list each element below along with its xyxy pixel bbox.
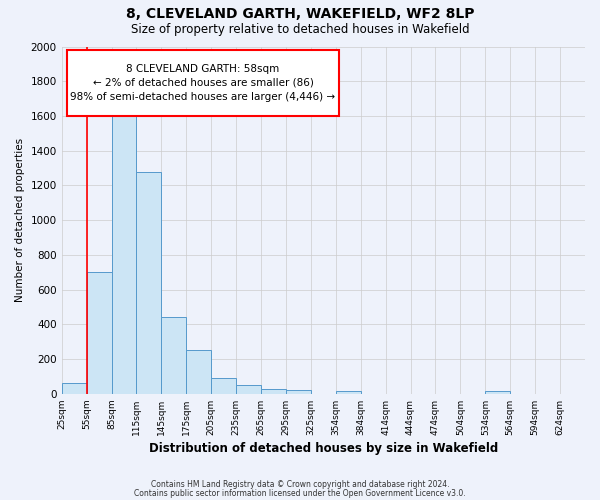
Bar: [485, 391, 510, 394]
FancyBboxPatch shape: [67, 50, 339, 116]
Bar: [211, 378, 236, 394]
Text: 8 CLEVELAND GARTH: 58sqm
← 2% of detached houses are smaller (86)
98% of semi-de: 8 CLEVELAND GARTH: 58sqm ← 2% of detache…: [70, 64, 335, 102]
Y-axis label: Number of detached properties: Number of detached properties: [15, 138, 25, 302]
Bar: [261, 388, 286, 394]
Bar: [86, 272, 112, 394]
Bar: [236, 385, 261, 394]
Text: Contains public sector information licensed under the Open Government Licence v3: Contains public sector information licen…: [134, 488, 466, 498]
Bar: [186, 350, 211, 394]
Bar: [286, 390, 311, 394]
Text: 8, CLEVELAND GARTH, WAKEFIELD, WF2 8LP: 8, CLEVELAND GARTH, WAKEFIELD, WF2 8LP: [126, 8, 474, 22]
X-axis label: Distribution of detached houses by size in Wakefield: Distribution of detached houses by size …: [149, 442, 498, 455]
Bar: [336, 391, 361, 394]
Text: Size of property relative to detached houses in Wakefield: Size of property relative to detached ho…: [131, 22, 469, 36]
Bar: [136, 172, 161, 394]
Bar: [112, 111, 136, 394]
Text: Contains HM Land Registry data © Crown copyright and database right 2024.: Contains HM Land Registry data © Crown c…: [151, 480, 449, 489]
Bar: [62, 382, 86, 394]
Bar: [161, 318, 186, 394]
